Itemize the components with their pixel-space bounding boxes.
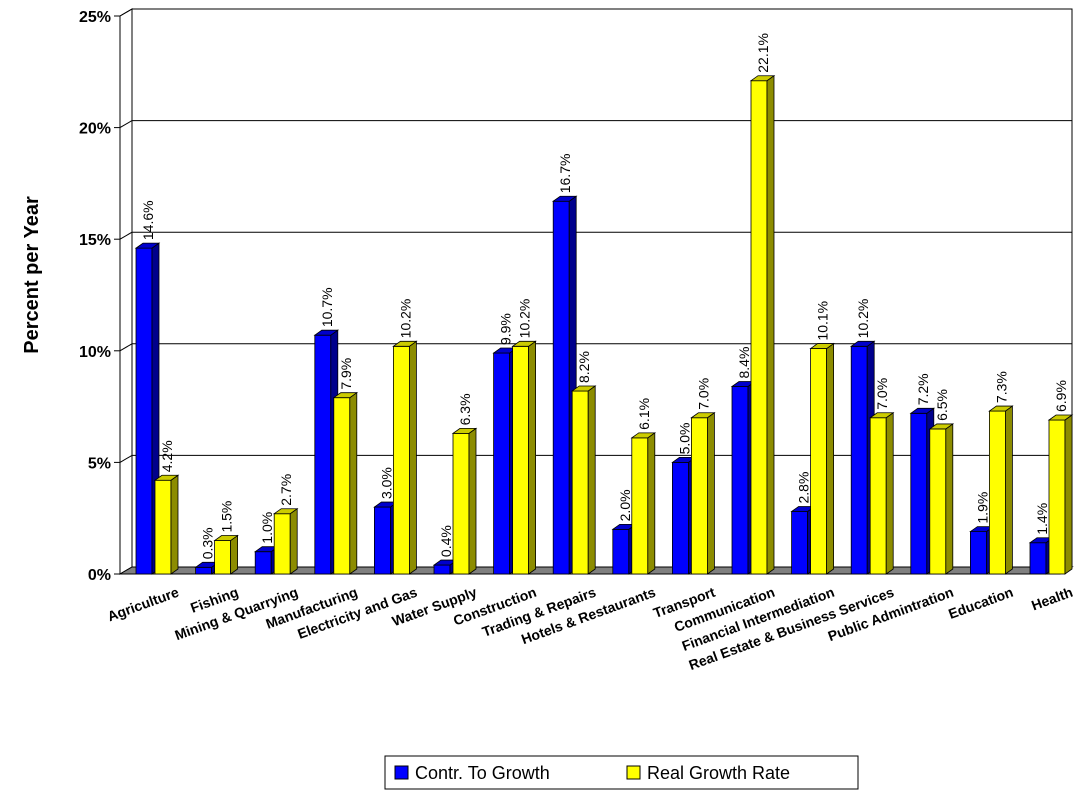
bar-real-14 (988, 405, 1014, 575)
y-tick-label: 10% (79, 344, 111, 361)
data-label: 10.1% (815, 301, 831, 341)
bar-real-5 (451, 427, 478, 575)
bar-real-10 (749, 74, 776, 575)
y-axis-ticks: 0% 5% 10% 15% 20% 25% (79, 9, 120, 584)
legend: Contr. To Growth Real Growth Rate (384, 755, 859, 790)
gridline-side (119, 454, 133, 463)
legend-entry: Real Growth Rate (647, 763, 790, 783)
bar-real-7 (570, 385, 597, 575)
side-wall (119, 8, 133, 575)
gridline-side (119, 8, 133, 17)
y-tick-label: 20% (79, 121, 111, 138)
data-label: 0.4% (438, 525, 454, 557)
bar-real-2 (272, 507, 299, 575)
x-tick-label: Education (946, 584, 1015, 622)
data-labels: 14.6% 4.2% 0.3%1.5% 1.0%2.7% 10.7% 7.9% 3.0% 10… (140, 33, 1069, 559)
data-label: 1.5% (219, 501, 235, 533)
legend-entry: Contr. To Growth (415, 763, 550, 783)
gridline-side (119, 231, 133, 240)
data-label: 7.0% (874, 378, 890, 410)
chart-walls (118, 8, 1074, 575)
x-tick-label: Agriculture (105, 584, 181, 625)
data-label: 3.0% (378, 467, 394, 499)
bar-real-3 (332, 391, 359, 575)
bar-real-12 (868, 411, 895, 575)
data-label: 7.0% (695, 378, 711, 410)
data-label: 14.6% (140, 200, 156, 240)
data-label: 2.8% (796, 472, 812, 504)
data-label: 1.9% (974, 492, 990, 524)
bar-real-4 (392, 340, 418, 575)
data-label: 6.9% (1053, 380, 1069, 412)
data-label: 10.2% (517, 299, 533, 339)
y-axis-label: Percent per Year (21, 196, 43, 354)
data-label: 2.7% (278, 474, 294, 506)
gridline-side (119, 343, 133, 352)
data-label: 0.3% (200, 527, 216, 559)
data-label: 8.2% (576, 351, 592, 383)
legend-swatch (394, 765, 409, 780)
bars (134, 74, 1074, 575)
data-label: 9.9% (498, 313, 514, 345)
data-label: 7.2% (915, 373, 931, 405)
data-label: 7.9% (338, 358, 354, 390)
data-label: 5.0% (676, 422, 692, 454)
bar-real-0 (153, 474, 180, 575)
bar-real-1 (213, 534, 239, 575)
data-label: 2.0% (617, 489, 633, 521)
data-label: 1.4% (1034, 503, 1050, 535)
data-label: 8.4% (736, 347, 752, 379)
data-label: 6.3% (457, 393, 473, 425)
bar-real-13 (928, 423, 955, 575)
data-label: 10.2% (855, 299, 871, 339)
data-label: 6.1% (636, 398, 652, 430)
bar-real-9 (690, 411, 716, 575)
data-label: 1.0% (259, 512, 275, 544)
gridlines (119, 8, 1072, 463)
y-tick-label: 25% (79, 9, 111, 26)
bar-real-8 (630, 432, 657, 575)
y-tick-label: 0% (88, 567, 111, 584)
data-label: 7.3% (993, 371, 1009, 403)
bar-real-15 (1047, 414, 1074, 575)
legend-box (384, 755, 859, 790)
data-label: 22.1% (755, 33, 771, 73)
y-tick-label: 15% (79, 232, 111, 249)
legend-swatch (626, 765, 641, 780)
y-tick-label: 5% (88, 455, 111, 472)
bar-real-11 (809, 342, 835, 575)
gridline-side (119, 120, 133, 129)
x-tick-label: Health (1029, 584, 1075, 614)
data-label: 16.7% (557, 154, 573, 194)
data-label: 10.7% (319, 287, 335, 327)
bar-real-6 (511, 340, 537, 575)
data-label: 4.2% (159, 440, 175, 472)
data-label: 6.5% (934, 389, 950, 421)
data-label: 10.2% (397, 299, 413, 339)
